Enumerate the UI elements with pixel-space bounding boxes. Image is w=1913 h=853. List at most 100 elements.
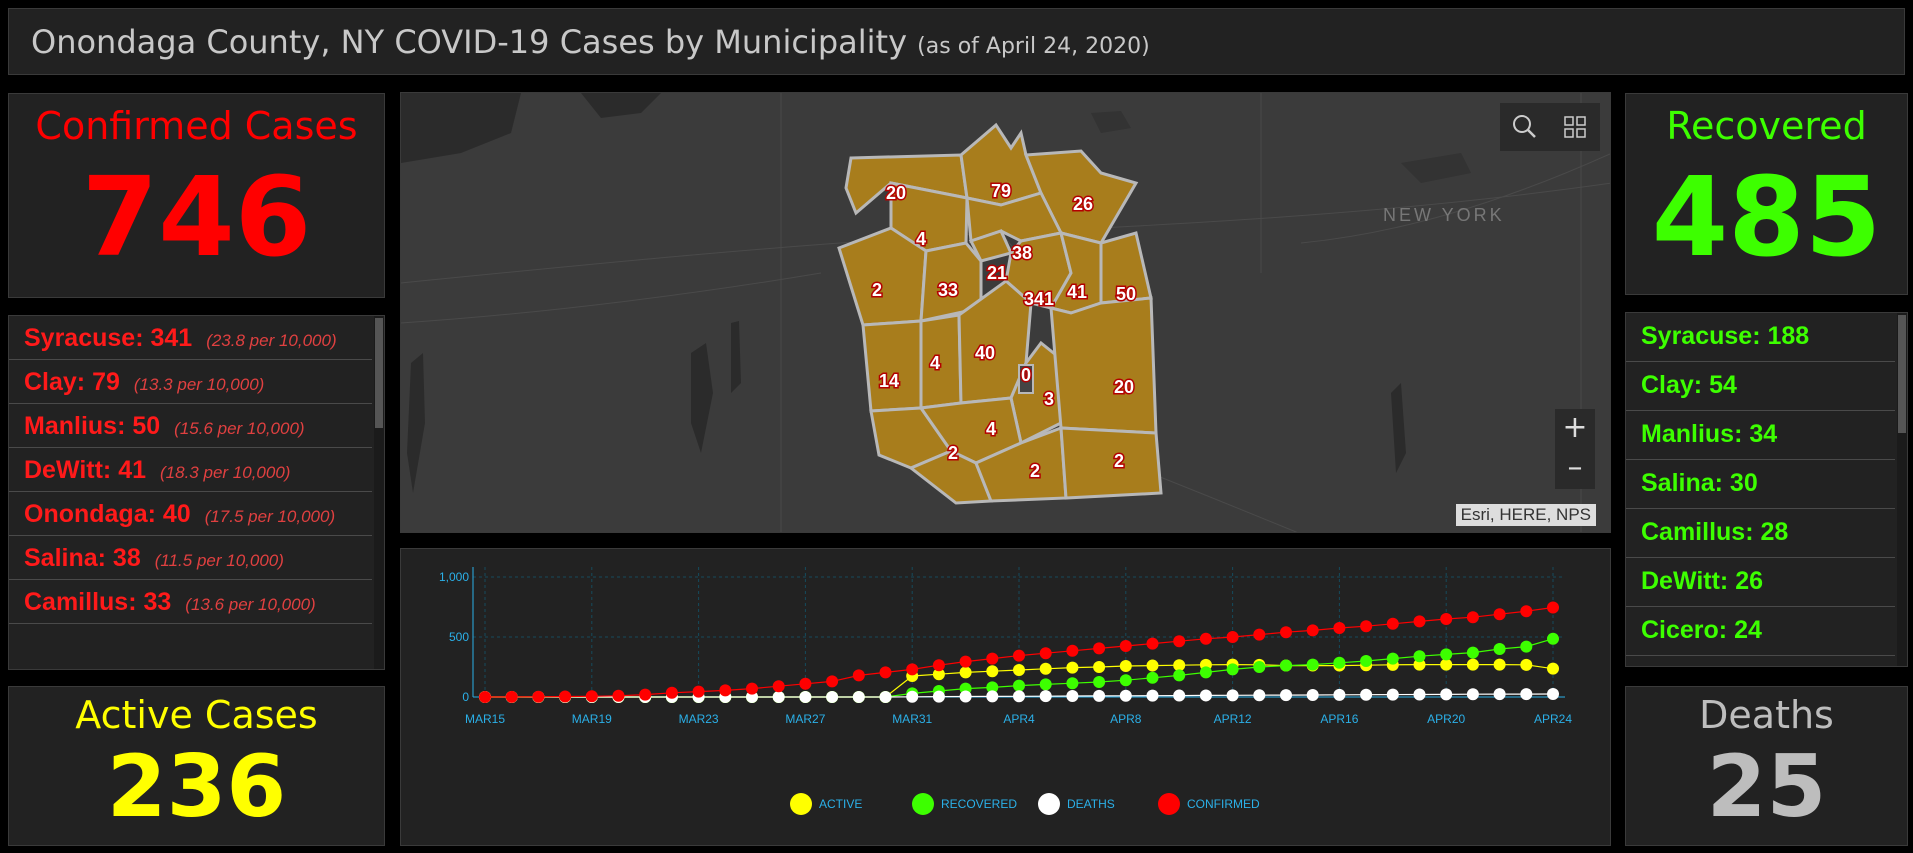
data-point[interactable] xyxy=(1013,679,1025,692)
data-point[interactable] xyxy=(852,691,865,703)
municipality-nation-territory[interactable] xyxy=(1018,364,1034,394)
data-point[interactable] xyxy=(746,682,758,695)
data-point[interactable] xyxy=(719,684,732,697)
cases-list-scrollbar[interactable] xyxy=(374,316,384,669)
data-point[interactable] xyxy=(1386,617,1399,630)
data-point[interactable] xyxy=(479,691,491,703)
data-point[interactable] xyxy=(1173,669,1186,682)
data-point[interactable] xyxy=(692,685,705,698)
list-item[interactable]: Onondaga: 40 (17.5 per 10,000) xyxy=(9,492,372,536)
data-point[interactable] xyxy=(559,690,572,703)
data-point[interactable] xyxy=(1413,650,1426,663)
data-point[interactable] xyxy=(826,675,839,688)
data-point[interactable] xyxy=(1199,666,1212,679)
data-point[interactable] xyxy=(746,691,758,703)
municipality-camillus[interactable] xyxy=(919,241,983,323)
list-item[interactable]: Clay: 54 xyxy=(1626,362,1895,411)
data-point[interactable] xyxy=(1146,659,1159,672)
data-point[interactable] xyxy=(1520,605,1533,618)
data-point[interactable] xyxy=(1493,608,1506,621)
data-point[interactable] xyxy=(1253,689,1266,702)
data-point[interactable] xyxy=(1306,688,1319,701)
map-search-button[interactable] xyxy=(1500,103,1550,151)
data-point[interactable] xyxy=(1280,659,1292,672)
data-point[interactable] xyxy=(799,691,812,703)
data-point[interactable] xyxy=(879,666,892,679)
data-point[interactable] xyxy=(1413,658,1426,671)
data-point[interactable] xyxy=(665,686,678,699)
data-point[interactable] xyxy=(1173,689,1186,702)
data-point[interactable] xyxy=(959,655,972,668)
data-point[interactable] xyxy=(1440,613,1453,625)
data-point[interactable] xyxy=(1306,624,1319,637)
data-point[interactable] xyxy=(1253,628,1266,641)
list-item[interactable]: Camillus: 33 (13.6 per 10,000) xyxy=(9,580,372,624)
data-point[interactable] xyxy=(1066,677,1079,690)
data-point[interactable] xyxy=(1466,646,1479,659)
data-point[interactable] xyxy=(1360,688,1373,701)
data-point[interactable] xyxy=(505,690,518,703)
data-point[interactable] xyxy=(1119,640,1132,652)
data-point[interactable] xyxy=(1520,640,1533,653)
data-point[interactable] xyxy=(932,668,945,681)
list-item[interactable]: Syracuse: 188 xyxy=(1626,313,1895,362)
data-point[interactable] xyxy=(1039,678,1052,691)
chart-legend[interactable]: ACTIVE RECOVERED DEATHS CONFIRMED xyxy=(790,793,1260,815)
data-point[interactable] xyxy=(1413,615,1426,628)
data-point[interactable] xyxy=(1360,620,1373,633)
legend-item-active[interactable]: ACTIVE xyxy=(790,793,862,815)
county-map[interactable]: 20 79 26 4 38 21 2 33 341 41 50 40 14 4 … xyxy=(400,92,1611,533)
data-point[interactable] xyxy=(879,691,892,703)
data-point[interactable] xyxy=(1466,688,1479,701)
municipality-elbridge[interactable] xyxy=(837,226,928,327)
data-point[interactable] xyxy=(1119,674,1132,687)
data-point[interactable] xyxy=(1493,688,1506,701)
legend-item-deaths[interactable]: DEATHS xyxy=(1038,793,1115,815)
legend-item-confirmed[interactable]: CONFIRMED xyxy=(1158,793,1260,815)
county-municipalities[interactable] xyxy=(837,122,1163,505)
zoom-in-button[interactable]: + xyxy=(1562,410,1588,445)
data-point[interactable] xyxy=(1093,661,1106,673)
data-point[interactable] xyxy=(585,690,598,703)
list-item[interactable]: Clay: 79 (13.3 per 10,000) xyxy=(9,360,372,404)
map-attribution[interactable]: Esri, HERE, NPS xyxy=(1455,504,1596,526)
data-point[interactable] xyxy=(1066,661,1079,674)
data-point[interactable] xyxy=(1146,671,1159,684)
data-point[interactable] xyxy=(1520,688,1533,701)
recovered-by-municipality-list[interactable]: Syracuse: 188 Clay: 54 Manlius: 34 Salina: … xyxy=(1625,312,1908,667)
data-point[interactable] xyxy=(1119,660,1132,673)
data-point[interactable] xyxy=(1306,658,1319,671)
data-point[interactable] xyxy=(932,690,945,703)
data-point[interactable] xyxy=(1226,689,1239,702)
list-item[interactable]: Syracuse: 341 (23.8 per 10,000) xyxy=(9,316,372,360)
data-point[interactable] xyxy=(1333,656,1346,669)
data-point[interactable] xyxy=(959,690,972,703)
data-point[interactable] xyxy=(906,663,919,676)
data-point[interactable] xyxy=(1280,689,1292,702)
data-point[interactable] xyxy=(1360,655,1373,667)
data-point[interactable] xyxy=(612,689,625,702)
data-point[interactable] xyxy=(1440,648,1453,661)
data-point[interactable] xyxy=(1547,601,1559,614)
municipality-marcellus-west[interactable] xyxy=(861,319,923,413)
basemap-gallery-button[interactable] xyxy=(1550,103,1600,151)
data-point[interactable] xyxy=(1173,659,1186,672)
data-point[interactable] xyxy=(1173,635,1186,648)
data-point[interactable] xyxy=(1440,688,1453,701)
data-point[interactable] xyxy=(1039,662,1052,675)
data-point[interactable] xyxy=(772,691,785,703)
municipality-fabius[interactable] xyxy=(1059,426,1163,500)
data-point[interactable] xyxy=(986,652,999,665)
data-point[interactable] xyxy=(1199,632,1212,645)
list-item[interactable]: DeWitt: 26 xyxy=(1626,558,1895,607)
data-point[interactable] xyxy=(1547,662,1559,675)
data-point[interactable] xyxy=(1039,690,1052,703)
data-point[interactable] xyxy=(1226,631,1239,643)
list-item[interactable]: Manlius: 34 xyxy=(1626,411,1895,460)
list-item[interactable]: Camillus: 28 xyxy=(1626,509,1895,558)
data-point[interactable] xyxy=(799,677,812,690)
legend-item-recovered[interactable]: RECOVERED xyxy=(912,793,1017,815)
map-canvas[interactable]: 20 79 26 4 38 21 2 33 341 41 50 40 14 4 … xyxy=(401,93,1611,533)
data-point[interactable] xyxy=(959,666,972,679)
list-item[interactable]: DeWitt: 41 (18.3 per 10,000) xyxy=(9,448,372,492)
